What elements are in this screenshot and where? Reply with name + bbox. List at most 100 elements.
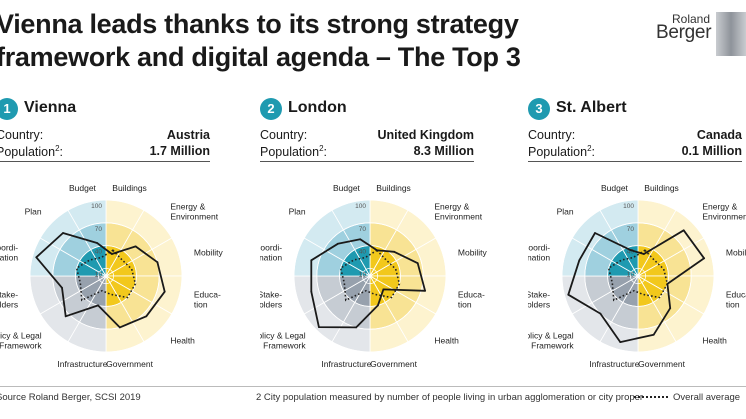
legend-overall-average: Overall average (634, 392, 740, 403)
rank-badge: 2 (260, 98, 282, 120)
axis-label: Government (370, 359, 417, 369)
axis-label: Plan (289, 207, 306, 217)
country-value: Austria (166, 128, 210, 142)
axis-label: Budget (601, 183, 629, 193)
data-point-9 (310, 290, 313, 293)
axis-label: Budget (333, 183, 361, 193)
scale-tick-label: 40 (627, 249, 635, 256)
radar-chart-london: 100 70 40 10 Buildings Energy & Environment Mob… (260, 183, 488, 369)
data-point-10 (35, 256, 38, 259)
axis-label: Coordi-nation (528, 242, 550, 262)
data-point-7 (619, 341, 622, 343)
legend-label: Overall average (673, 392, 741, 403)
data-point-11 (62, 232, 64, 234)
grid-ring (584, 222, 692, 330)
data-point-12 (96, 242, 98, 244)
grid-ring (607, 245, 669, 307)
axis-label: Educa-tion (458, 290, 485, 310)
city-panel-1: 1 Vienna Country: Austria Population2: 1… (0, 92, 256, 382)
rank-badge: 1 (0, 98, 18, 120)
data-point-12 (359, 238, 362, 241)
scale-tick-label: 70 (627, 226, 635, 233)
footer-rule (0, 386, 746, 387)
data-point-8 (599, 312, 602, 315)
data-point-3 (703, 257, 705, 260)
scale-tick-label: 10 (627, 271, 635, 278)
radar-chart-st-albert: 100 70 40 10 Buildings Energy & Environment Mob… (528, 183, 746, 369)
radar-chart-vienna: 100 70 40 10 Buildings Energy & Environment Mob… (0, 183, 223, 369)
axis-label: Health (702, 335, 727, 345)
data-point-6 (652, 333, 655, 336)
axis-label: Energy & Environment (434, 202, 482, 222)
axis-label: Stake-holders (0, 290, 18, 310)
data-point-11 (336, 242, 339, 245)
city-name: Vienna (24, 99, 77, 116)
data-point-5 (145, 315, 148, 318)
axis-label: Mobility (726, 247, 746, 257)
data-point-12 (630, 249, 632, 252)
axis-label: Mobility (458, 247, 488, 257)
city-name: St. Albert (556, 99, 627, 116)
city-panel-3: 3 St. Albert Country: Canada Population2… (528, 92, 746, 382)
source-note: Source Roland Berger, SCSI 2019 (0, 392, 141, 403)
country-label: Country: (0, 128, 44, 142)
population-value: 8.3 Million (413, 144, 474, 158)
country-value: Canada (696, 128, 742, 142)
scale-tick-label: 70 (95, 226, 103, 233)
scale-tick-label: 10 (359, 271, 367, 278)
scale-tick-label: 10 (95, 271, 103, 278)
overall-average-line (607, 249, 669, 302)
data-point-6 (118, 326, 121, 329)
data-point-1 (376, 249, 378, 252)
population-value: 1.7 Million (149, 144, 210, 158)
data-point-8 (318, 326, 320, 328)
axis-label: Health (434, 335, 459, 345)
scale-tick-label: 70 (359, 226, 367, 233)
data-point-9 (61, 286, 63, 289)
population-footnote: 2 City population measured by number of … (256, 392, 644, 403)
data-point-9 (567, 293, 570, 296)
data-point-10 (578, 259, 581, 262)
data-point-2 (393, 250, 396, 253)
dotted-line-icon (634, 396, 668, 399)
axis-label: Buildings (644, 183, 679, 193)
logo-bar (716, 12, 746, 56)
axis-label: Coordi-nation (260, 242, 282, 262)
city-name: London (288, 99, 347, 116)
axis-label: Coordi-nation (0, 242, 18, 262)
scale-tick-label: 100 (91, 203, 102, 210)
axis-label: Educa-tion (194, 290, 221, 310)
population-label: Population2: (260, 144, 328, 160)
data-point-4 (424, 289, 426, 292)
country-label: Country: (260, 128, 308, 142)
data-point-1 (643, 253, 645, 255)
axis-label: Health (170, 335, 195, 345)
axis-label: Buildings (112, 183, 147, 193)
overall-average-line (75, 249, 137, 302)
axis-label: Infrastructure (589, 359, 639, 369)
axis-label: Buildings (376, 183, 411, 193)
data-point-3 (156, 261, 159, 264)
axis-label: Infrastructure (321, 359, 371, 369)
population-label: Population2: (0, 144, 64, 160)
axis-label: Stake-holders (260, 290, 282, 310)
axis-label: Budget (69, 183, 97, 193)
grid-ring (561, 199, 715, 353)
country-value: United Kingdom (377, 128, 474, 142)
population-label: Population2: (528, 144, 596, 160)
city-panel-2: 2 London Country: United Kingdom Populat… (260, 92, 520, 382)
scale-tick-label: 40 (95, 249, 103, 256)
rank-badge: 3 (528, 98, 550, 120)
data-point-5 (669, 307, 672, 310)
axis-label: Energy & Environment (702, 202, 746, 222)
axis-label: Government (106, 359, 153, 369)
scale-tick-label: 40 (359, 249, 367, 256)
page-title: Vienna leads thanks to its strong strate… (0, 9, 521, 72)
scale-tick-label: 100 (623, 203, 634, 210)
scale-tick-label: 100 (355, 203, 366, 210)
data-point-1 (111, 253, 113, 255)
grid-ring (29, 199, 183, 353)
